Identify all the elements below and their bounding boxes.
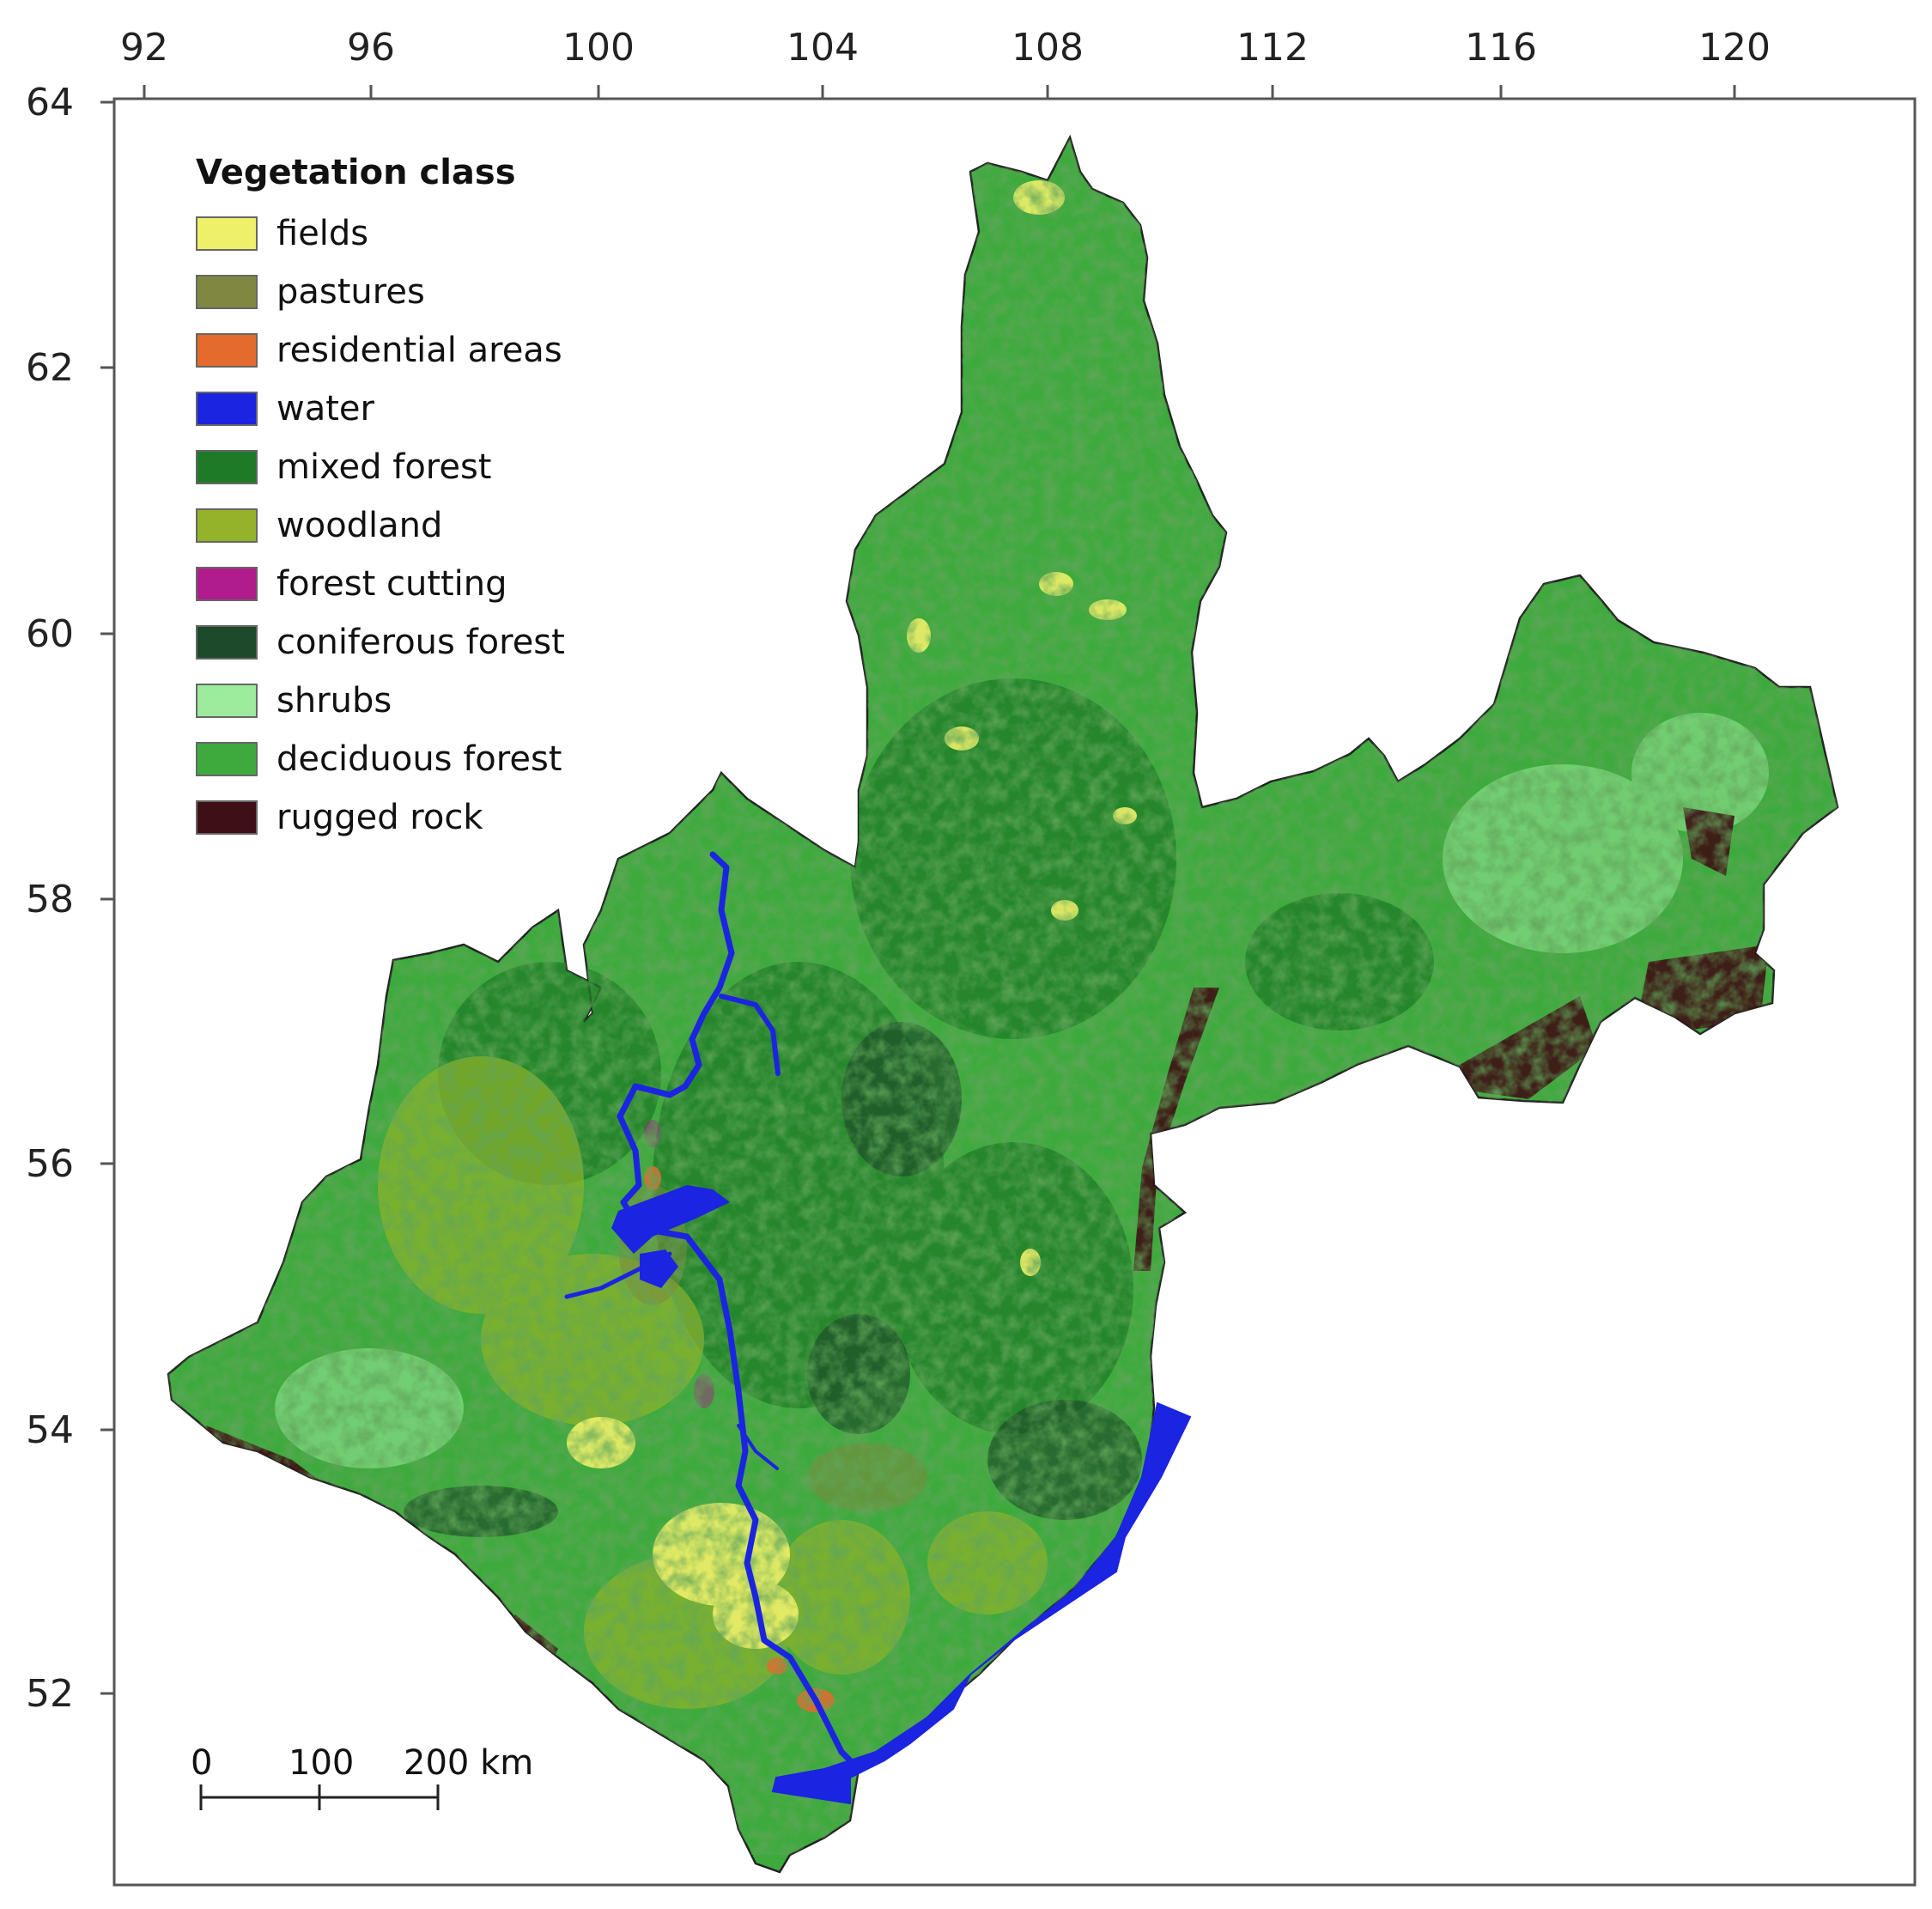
scale-bar-lines	[199, 1784, 440, 1810]
lon-label-104: 104	[787, 26, 859, 70]
lat-label-60: 60	[26, 612, 74, 656]
legend-item-water: water	[196, 380, 565, 438]
lon-label-92: 92	[120, 26, 168, 70]
legend-item-shrubs: shrubs	[196, 672, 565, 730]
legend-swatch	[196, 216, 258, 251]
legend-swatch	[196, 450, 258, 484]
ilim-reservoir	[719, 994, 781, 1076]
lon-label-112: 112	[1236, 26, 1309, 70]
lat-label-52: 52	[26, 1672, 74, 1716]
lat-label-56: 56	[26, 1142, 74, 1186]
legend-label: rugged rock	[276, 798, 483, 837]
bratsk-reservoir	[611, 1185, 730, 1254]
lon-label-120: 120	[1698, 26, 1771, 70]
map-frame	[112, 97, 1917, 1887]
legend-label: residential areas	[276, 331, 562, 370]
legend-swatch	[196, 333, 258, 368]
legend-swatch	[196, 567, 258, 601]
bratsk-reservoir-south	[640, 1249, 678, 1288]
lake-baikal	[771, 1401, 1192, 1805]
legend-swatch	[196, 800, 258, 835]
tributary	[737, 1424, 779, 1470]
legend-swatch	[196, 508, 258, 543]
scale-label-0: 0	[191, 1743, 213, 1783]
legend-item-pastures: pastures	[196, 263, 565, 321]
lat-label-54: 54	[26, 1408, 74, 1452]
legend-item-deciduous-forest: deciduous forest	[196, 730, 565, 788]
legend-swatch	[196, 742, 258, 776]
legend-swatch	[196, 625, 258, 660]
lon-label-100: 100	[562, 26, 635, 70]
legend-item-residential: residential areas	[196, 321, 565, 380]
legend-label: deciduous forest	[276, 739, 562, 779]
legend-label: fields	[276, 214, 369, 253]
legend-label: mixed forest	[276, 447, 492, 487]
legend-items: fields pastures residential areas water …	[196, 204, 565, 847]
legend-item-forest-cutting: forest cutting	[196, 555, 565, 613]
lon-label-108: 108	[1012, 26, 1084, 70]
scale-label-200km: 200 km	[404, 1743, 534, 1783]
lon-label-116: 116	[1465, 26, 1537, 70]
legend-item-fields: fields	[196, 204, 565, 263]
scale-bar: 0 100 200 km	[172, 1743, 567, 1846]
legend-label: shrubs	[276, 681, 392, 720]
lon-label-96: 96	[347, 26, 395, 70]
legend-label: pastures	[276, 272, 425, 312]
latitude-ticks: 64 62 60 58 56 54 52	[26, 81, 114, 1716]
scale-label-100: 100	[289, 1743, 355, 1783]
legend-swatch	[196, 392, 258, 426]
lat-label-64: 64	[26, 81, 74, 125]
legend-label: woodland	[276, 506, 443, 545]
legend-item-rugged-rock: rugged rock	[196, 788, 565, 847]
legend-label: coniferous forest	[276, 623, 565, 662]
legend-title: Vegetation class	[196, 153, 516, 192]
legend-swatch	[196, 684, 258, 718]
lat-label-58: 58	[26, 878, 74, 921]
legend-label: water	[276, 389, 374, 429]
lat-label-62: 62	[26, 346, 74, 390]
legend-swatch	[196, 275, 258, 309]
legend-label: forest cutting	[276, 564, 507, 604]
legend: Vegetation class fields pastures residen…	[196, 153, 565, 847]
longitude-ticks: 92 96 100 104 108 112 116 120	[120, 26, 1771, 99]
legend-item-coniferous-forest: coniferous forest	[196, 613, 565, 672]
legend-item-woodland: woodland	[196, 496, 565, 555]
legend-item-mixed-forest: mixed forest	[196, 438, 565, 496]
